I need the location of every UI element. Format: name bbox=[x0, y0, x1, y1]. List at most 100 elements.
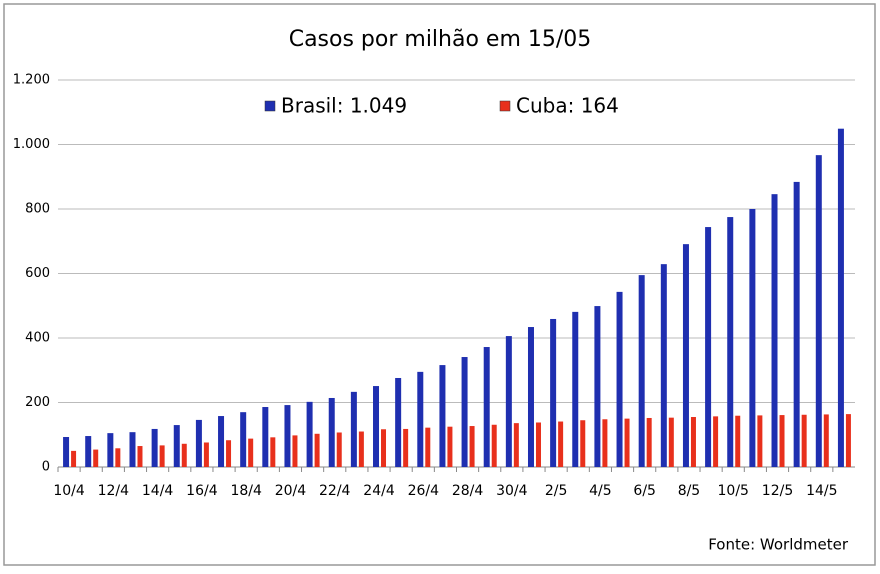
y-tick-label: 1.200 bbox=[13, 73, 50, 88]
bar bbox=[151, 428, 158, 467]
bar bbox=[527, 327, 534, 467]
bar bbox=[602, 419, 608, 467]
x-tick-label: 18/4 bbox=[230, 483, 262, 499]
bar bbox=[115, 448, 121, 467]
bar bbox=[71, 450, 77, 467]
x-tick-label: 28/4 bbox=[452, 483, 484, 499]
bar bbox=[381, 429, 387, 467]
x-tick-label: 30/4 bbox=[496, 483, 528, 499]
bar bbox=[262, 407, 269, 467]
bar bbox=[845, 414, 851, 467]
y-tick-label: 400 bbox=[25, 331, 50, 346]
bar bbox=[550, 318, 557, 467]
bar bbox=[395, 377, 402, 467]
bar bbox=[107, 433, 114, 467]
bar bbox=[638, 275, 645, 467]
bar bbox=[660, 264, 667, 467]
x-tick-label: 8/5 bbox=[678, 483, 701, 499]
x-tick-label: 14/4 bbox=[142, 483, 174, 499]
x-tick-label: 10/4 bbox=[53, 483, 85, 499]
bar bbox=[306, 401, 313, 467]
x-tick-label: 20/4 bbox=[275, 483, 307, 499]
x-tick-label: 10/5 bbox=[718, 483, 749, 499]
legend-label: Brasil: 1.049 bbox=[281, 94, 407, 118]
x-tick-label: 12/5 bbox=[762, 483, 793, 499]
bar bbox=[572, 311, 579, 467]
bar bbox=[713, 416, 719, 467]
bar bbox=[358, 431, 364, 467]
legend-swatch bbox=[264, 100, 276, 112]
bar bbox=[240, 412, 247, 467]
bar bbox=[749, 209, 756, 467]
bar bbox=[181, 443, 187, 467]
bar bbox=[129, 432, 136, 467]
bar bbox=[483, 347, 490, 467]
bar bbox=[270, 437, 276, 467]
bar bbox=[616, 291, 623, 467]
bar bbox=[350, 391, 357, 467]
bar bbox=[248, 438, 254, 467]
bar bbox=[823, 414, 829, 467]
bar bbox=[646, 417, 652, 467]
bar bbox=[624, 418, 630, 467]
bar bbox=[837, 128, 844, 467]
chart-title: Casos por milhão em 15/05 bbox=[289, 27, 592, 52]
bar bbox=[403, 428, 409, 467]
bar bbox=[815, 155, 822, 467]
y-tick-label: 600 bbox=[25, 266, 50, 281]
x-tick-label: 12/4 bbox=[98, 483, 130, 499]
bar bbox=[735, 415, 741, 467]
y-tick-label: 800 bbox=[25, 202, 50, 217]
bar bbox=[173, 425, 180, 467]
bar bbox=[314, 433, 320, 467]
bar bbox=[727, 217, 734, 467]
x-tick-label: 14/5 bbox=[806, 483, 837, 499]
bar bbox=[705, 227, 712, 467]
x-tick-label: 6/5 bbox=[633, 483, 656, 499]
bar bbox=[461, 357, 468, 467]
bar bbox=[779, 415, 785, 467]
x-tick-label: 16/4 bbox=[186, 483, 218, 499]
y-tick-label: 200 bbox=[25, 395, 50, 410]
bar bbox=[505, 336, 512, 467]
bar bbox=[292, 435, 298, 467]
frame bbox=[3, 3, 876, 566]
bar bbox=[137, 446, 143, 467]
bar bbox=[690, 417, 696, 467]
bar bbox=[373, 386, 380, 467]
bar bbox=[682, 244, 689, 467]
x-tick-label: 4/5 bbox=[589, 483, 612, 499]
bar bbox=[203, 442, 209, 467]
bar bbox=[447, 426, 453, 467]
bar bbox=[93, 449, 99, 467]
bar bbox=[469, 426, 475, 467]
y-tick-label: 0 bbox=[42, 460, 50, 475]
bar bbox=[771, 194, 778, 468]
bar bbox=[336, 432, 342, 467]
bar bbox=[85, 436, 92, 467]
bar bbox=[757, 415, 763, 467]
bar bbox=[513, 423, 519, 467]
x-tick-label: 2/5 bbox=[545, 483, 568, 499]
bar bbox=[801, 414, 807, 467]
x-tick-label: 22/4 bbox=[319, 483, 351, 499]
bar bbox=[284, 405, 291, 467]
legend-swatch bbox=[499, 100, 511, 112]
bar bbox=[417, 371, 424, 467]
bar bbox=[558, 421, 564, 467]
bar bbox=[594, 306, 601, 467]
source: Fonte: Worldmeter bbox=[708, 536, 849, 554]
bar bbox=[439, 365, 446, 467]
legend-label: Cuba: 164 bbox=[516, 94, 619, 118]
y-tick-label: 1.000 bbox=[13, 137, 50, 152]
bar bbox=[226, 440, 232, 467]
bar bbox=[159, 445, 165, 467]
bar bbox=[218, 416, 225, 467]
bar bbox=[63, 437, 70, 467]
bar bbox=[668, 417, 674, 467]
x-tick-label: 26/4 bbox=[408, 483, 440, 499]
bar bbox=[425, 427, 431, 467]
bar bbox=[328, 397, 335, 467]
